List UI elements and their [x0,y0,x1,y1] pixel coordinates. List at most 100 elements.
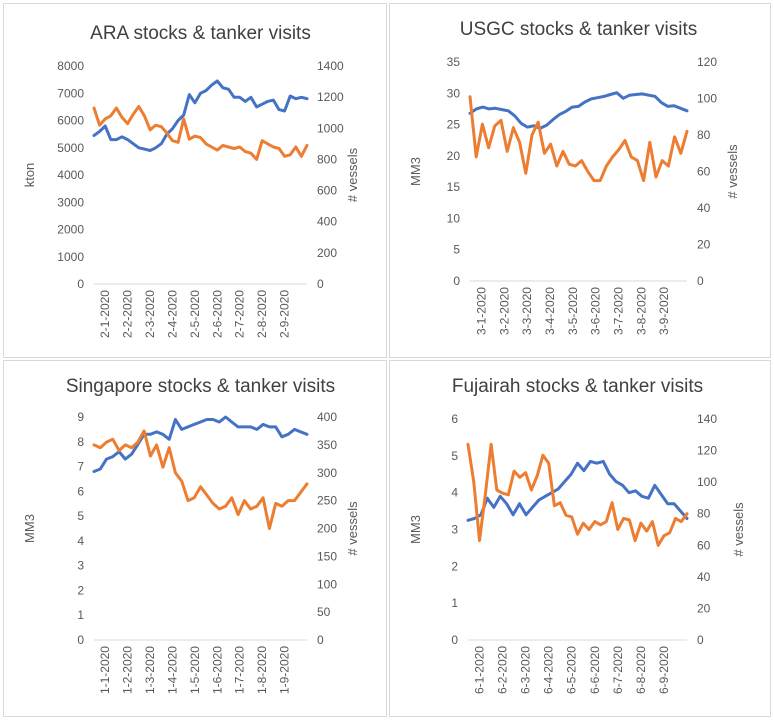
x-tick-label: 6-9-2020 [657,646,671,694]
y2-tick-label: 0 [317,277,324,291]
y-tick-label: 6000 [57,114,84,128]
y2-tick-label: 150 [317,549,337,563]
y-tick-label: 15 [447,180,461,194]
y2-tick-label: 0 [697,274,704,288]
y2-tick-label: 1200 [317,90,344,104]
chart-title: ARA stocks & tanker visits [90,23,311,44]
x-tick-label: 3-9-2020 [657,287,671,335]
x-tick-label: 1-1-2020 [98,646,112,694]
y2-tick-label: 120 [697,444,717,458]
x-tick-label: 1-5-2020 [188,646,202,694]
x-tick-label: 2-9-2020 [278,290,292,338]
y-axis-label: MM3 [408,515,423,544]
y2-tick-label: 80 [697,507,711,521]
y-tick-label: 6 [451,412,458,426]
x-tick-label: 2-4-2020 [165,290,179,338]
y2-tick-label: 1000 [317,121,344,135]
y2-tick-label: 200 [317,246,337,260]
y2-tick-label: 350 [317,438,337,452]
y-tick-label: 8 [77,435,84,449]
x-tick-label: 2-3-2020 [143,290,157,338]
y-tick-label: 1 [77,608,84,622]
y2-tick-label: 100 [317,577,337,591]
y-axis-label: MM3 [408,157,423,186]
y-tick-label: 5 [451,449,458,463]
y-tick-label: 35 [447,55,461,69]
x-tick-label: 1-7-2020 [233,646,247,694]
y-tick-label: 2000 [57,223,84,237]
x-tick-label: 1-8-2020 [255,646,269,694]
y2-tick-label: 800 [317,152,337,166]
y-tick-label: 0 [451,633,458,647]
y2-tick-label: 40 [697,201,711,215]
chart-singapore: Singapore stocks & tanker visits 0 1 2 3 4 5 6 7… [22,376,360,694]
y-tick-label: 5 [77,509,84,523]
x-tick-label: 6-7-2020 [611,646,625,694]
x-tick-label: 6-6-2020 [588,646,602,694]
y-tick-label: 0 [77,277,84,291]
y2-tick-label: 20 [697,238,711,252]
tanker-visits-line [468,95,689,183]
x-tick-label: 6-2-2020 [496,646,510,694]
y2-tick-label: 0 [317,633,324,647]
y2-axis-label: # vessels [345,501,360,556]
y2-tick-label: 50 [317,605,331,619]
x-tick-label: 3-6-2020 [589,287,603,335]
x-tick-label: 1-3-2020 [143,646,157,694]
x-tick-label: 1-2-2020 [121,646,135,694]
y-tick-label: 1 [451,596,458,610]
y-tick-label: 30 [447,86,461,100]
tanker-visits-line [466,442,689,547]
y-tick-label: 6 [77,484,84,498]
y2-tick-label: 0 [697,633,704,647]
x-tick-label: 2-1-2020 [98,290,112,338]
y-tick-label: 0 [77,633,84,647]
x-tick-label: 6-8-2020 [634,646,648,694]
tanker-visits-line [92,429,309,530]
x-tick-label: 6-1-2020 [473,646,487,694]
y2-tick-label: 100 [697,475,717,489]
y2-tick-label: 400 [317,215,337,229]
y2-axis-label: # vessels [345,147,360,202]
chart-fujairah: Fujairah stocks & tanker visits012345602… [408,376,746,694]
y-tick-label: 4000 [57,168,84,182]
y2-tick-label: 300 [317,466,337,480]
y-tick-label: 3000 [57,195,84,209]
y-tick-label: 3 [451,523,458,537]
chart-usgc: USGC stocks & tanker visits 0 5 10 15 20 25 30 3… [408,19,740,335]
x-tick-label: 2-8-2020 [255,290,269,338]
x-tick-label: 2-6-2020 [210,290,224,338]
x-tick-label: 1-4-2020 [165,646,179,694]
y2-tick-label: 60 [697,538,711,552]
y2-tick-label: 60 [697,165,711,179]
y-axis-label: MM3 [22,514,37,543]
y2-tick-label: 20 [697,601,711,615]
y-tick-label: 2 [451,559,458,573]
x-tick-label: 3-1-2020 [474,287,488,335]
y2-axis-label: # vessels [725,144,740,199]
stocks-line [92,79,309,152]
stocks-line [92,415,309,473]
chart-ara: ARA stocks & tanker visits01000200030004… [22,23,360,338]
stocks-line [466,459,689,522]
y2-tick-label: 120 [697,55,717,69]
stocks-line [468,91,689,130]
chart-panel-ara: ARA stocks & tanker visits 0 1000 2000 3000 4… [3,3,387,358]
x-tick-label: 6-3-2020 [519,646,533,694]
y-tick-label: 5000 [57,141,84,155]
y2-tick-label: 1400 [317,59,344,73]
chart-panel-singapore: Singapore stocks & tanker visits 0 1 2 3 4 5 6 7… [3,360,387,717]
x-tick-label: 3-5-2020 [566,287,580,335]
y2-tick-label: 80 [697,128,711,142]
x-tick-label: 3-8-2020 [634,287,648,335]
x-tick-label: 1-6-2020 [210,646,224,694]
y-tick-label: 4 [451,486,458,500]
y-tick-label: 7 [77,460,84,474]
y2-tick-label: 400 [317,410,337,424]
x-tick-label: 2-2-2020 [121,290,135,338]
tanker-visits-line [92,105,309,161]
y2-axis-label: # vessels [731,502,746,557]
x-tick-label: 2-5-2020 [188,290,202,338]
x-tick-label: 3-2-2020 [497,287,511,335]
y-tick-label: 7000 [57,86,84,100]
